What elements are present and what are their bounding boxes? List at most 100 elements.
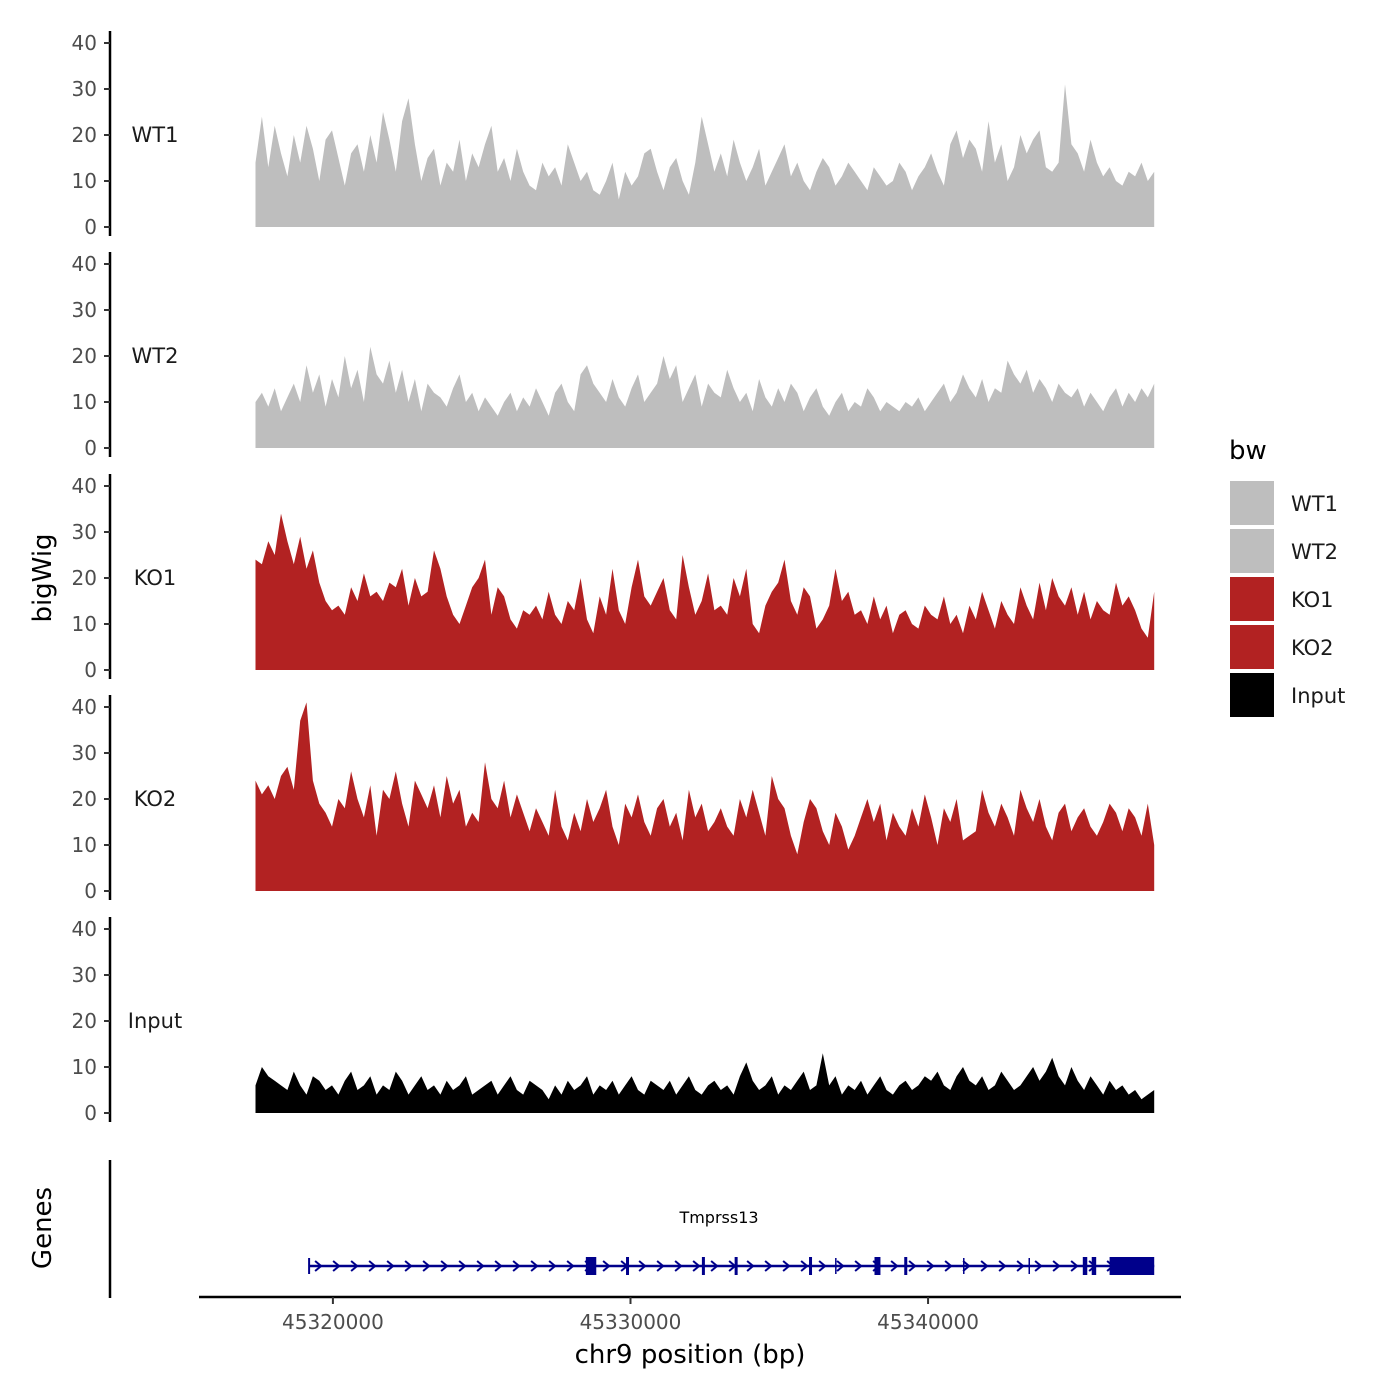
legend: bw WT1 WT2 KO1 KO2 Input xyxy=(1229,436,1345,717)
y-tick-label: 30 xyxy=(72,963,97,987)
strand-arrow xyxy=(332,1260,341,1272)
track-label: KO1 xyxy=(134,566,177,590)
track-ko1: 0 10 20 30 40 KO1 xyxy=(72,474,1155,682)
strand-arrow xyxy=(1070,1260,1079,1272)
y-tick-label: 20 xyxy=(72,566,97,590)
legend-key-input xyxy=(1230,673,1274,717)
y-tick-label: 0 xyxy=(84,879,97,903)
y-axis-title: bigWig xyxy=(28,533,58,622)
y-tick-label: 0 xyxy=(84,1101,97,1125)
strand-arrow xyxy=(512,1260,521,1272)
strand-arrow xyxy=(800,1260,809,1272)
x-tick-label: 45340000 xyxy=(877,1310,979,1334)
y-tick-label: 10 xyxy=(72,612,97,636)
y-tick-label: 20 xyxy=(72,787,97,811)
strand-arrow xyxy=(782,1260,791,1272)
strand-arrow xyxy=(908,1260,917,1272)
strand-arrow xyxy=(998,1260,1007,1272)
y-tick-label: 0 xyxy=(84,215,97,239)
track-ko2: 0 10 20 30 40 KO2 xyxy=(72,695,1155,903)
strand-arrow xyxy=(494,1260,503,1272)
legend-key-wt1 xyxy=(1230,481,1274,525)
y-tick-label: 10 xyxy=(72,169,97,193)
x-tick-label: 45320000 xyxy=(282,1310,384,1334)
gene-name-label: Tmprss13 xyxy=(678,1208,758,1227)
track-label: WT1 xyxy=(132,123,179,147)
genes-axis-title: Genes xyxy=(28,1187,58,1269)
track-input: 0 10 20 30 40 Input xyxy=(72,917,1155,1125)
coverage-area-wt1 xyxy=(255,84,1155,228)
strand-arrow xyxy=(422,1260,431,1272)
y-tick-label: 40 xyxy=(72,474,97,498)
legend-key-wt2 xyxy=(1230,529,1274,573)
y-tick-label: 40 xyxy=(72,917,97,941)
x-axis: 45320000 45330000 45340000 xyxy=(199,1295,1181,1334)
strand-arrow xyxy=(962,1260,971,1272)
coverage-area-ko1 xyxy=(255,513,1155,670)
legend-key-ko1 xyxy=(1230,577,1274,621)
x-axis-title: chr9 position (bp) xyxy=(575,1340,806,1370)
y-tick-label: 30 xyxy=(72,77,97,101)
strand-arrow xyxy=(350,1260,359,1272)
strand-arrow xyxy=(890,1260,899,1272)
gene-exon xyxy=(1082,1257,1088,1275)
strand-arrow xyxy=(692,1260,701,1272)
strand-arrow xyxy=(836,1260,845,1272)
gene-exon xyxy=(1091,1257,1097,1275)
strand-arrow xyxy=(440,1260,449,1272)
coverage-area-wt2 xyxy=(255,346,1155,448)
legend-key-ko2 xyxy=(1230,625,1274,669)
legend-title: bw xyxy=(1229,436,1267,466)
gene-exon xyxy=(1109,1257,1155,1275)
strand-arrow xyxy=(746,1260,755,1272)
strand-arrow xyxy=(926,1260,935,1272)
gene-track: Tmprss13 xyxy=(108,1160,1155,1298)
strand-arrow xyxy=(764,1260,773,1272)
strand-arrow xyxy=(980,1260,989,1272)
y-tick-label: 30 xyxy=(72,298,97,322)
strand-arrow xyxy=(314,1260,323,1272)
strand-arrow xyxy=(854,1260,863,1272)
strand-arrow xyxy=(710,1260,719,1272)
gene-exon xyxy=(701,1257,705,1275)
strand-arrow xyxy=(656,1260,665,1272)
gene-exon xyxy=(585,1257,597,1275)
track-wt2: 0 10 20 30 40 WT2 xyxy=(72,252,1155,460)
y-tick-label: 0 xyxy=(84,658,97,682)
strand-arrow xyxy=(404,1260,413,1272)
y-tick-label: 40 xyxy=(72,252,97,276)
strand-arrow xyxy=(566,1260,575,1272)
strand-arrow xyxy=(368,1260,377,1272)
gene-exon xyxy=(734,1257,738,1275)
strand-arrow xyxy=(548,1260,557,1272)
strand-arrow xyxy=(674,1260,683,1272)
coverage-area-input xyxy=(255,1053,1155,1113)
strand-arrow xyxy=(476,1260,485,1272)
track-label: KO2 xyxy=(134,787,177,811)
legend-label: Input xyxy=(1291,684,1345,708)
y-tick-label: 30 xyxy=(72,741,97,765)
y-tick-label: 40 xyxy=(72,695,97,719)
y-tick-label: 10 xyxy=(72,833,97,857)
gene-exon xyxy=(809,1257,813,1275)
strand-arrow xyxy=(818,1260,827,1272)
gene-exon xyxy=(904,1257,908,1275)
strand-arrow xyxy=(1016,1260,1025,1272)
x-tick-label: 45330000 xyxy=(580,1310,682,1334)
y-tick-label: 20 xyxy=(72,344,97,368)
track-label: Input xyxy=(128,1009,182,1033)
y-tick-label: 0 xyxy=(84,436,97,460)
strand-arrow xyxy=(530,1260,539,1272)
track-wt1: 0 10 20 30 40 WT1 xyxy=(72,31,1155,239)
y-tick-label: 20 xyxy=(72,123,97,147)
legend-label: KO1 xyxy=(1291,588,1334,612)
y-tick-label: 40 xyxy=(72,31,97,55)
strand-arrow xyxy=(386,1260,395,1272)
legend-label: WT2 xyxy=(1291,540,1338,564)
y-tick-label: 30 xyxy=(72,520,97,544)
strand-arrow xyxy=(1034,1260,1043,1272)
strand-arrow xyxy=(944,1260,953,1272)
strand-arrow xyxy=(638,1260,647,1272)
gene-exon xyxy=(874,1257,881,1275)
y-tick-label: 20 xyxy=(72,1009,97,1033)
